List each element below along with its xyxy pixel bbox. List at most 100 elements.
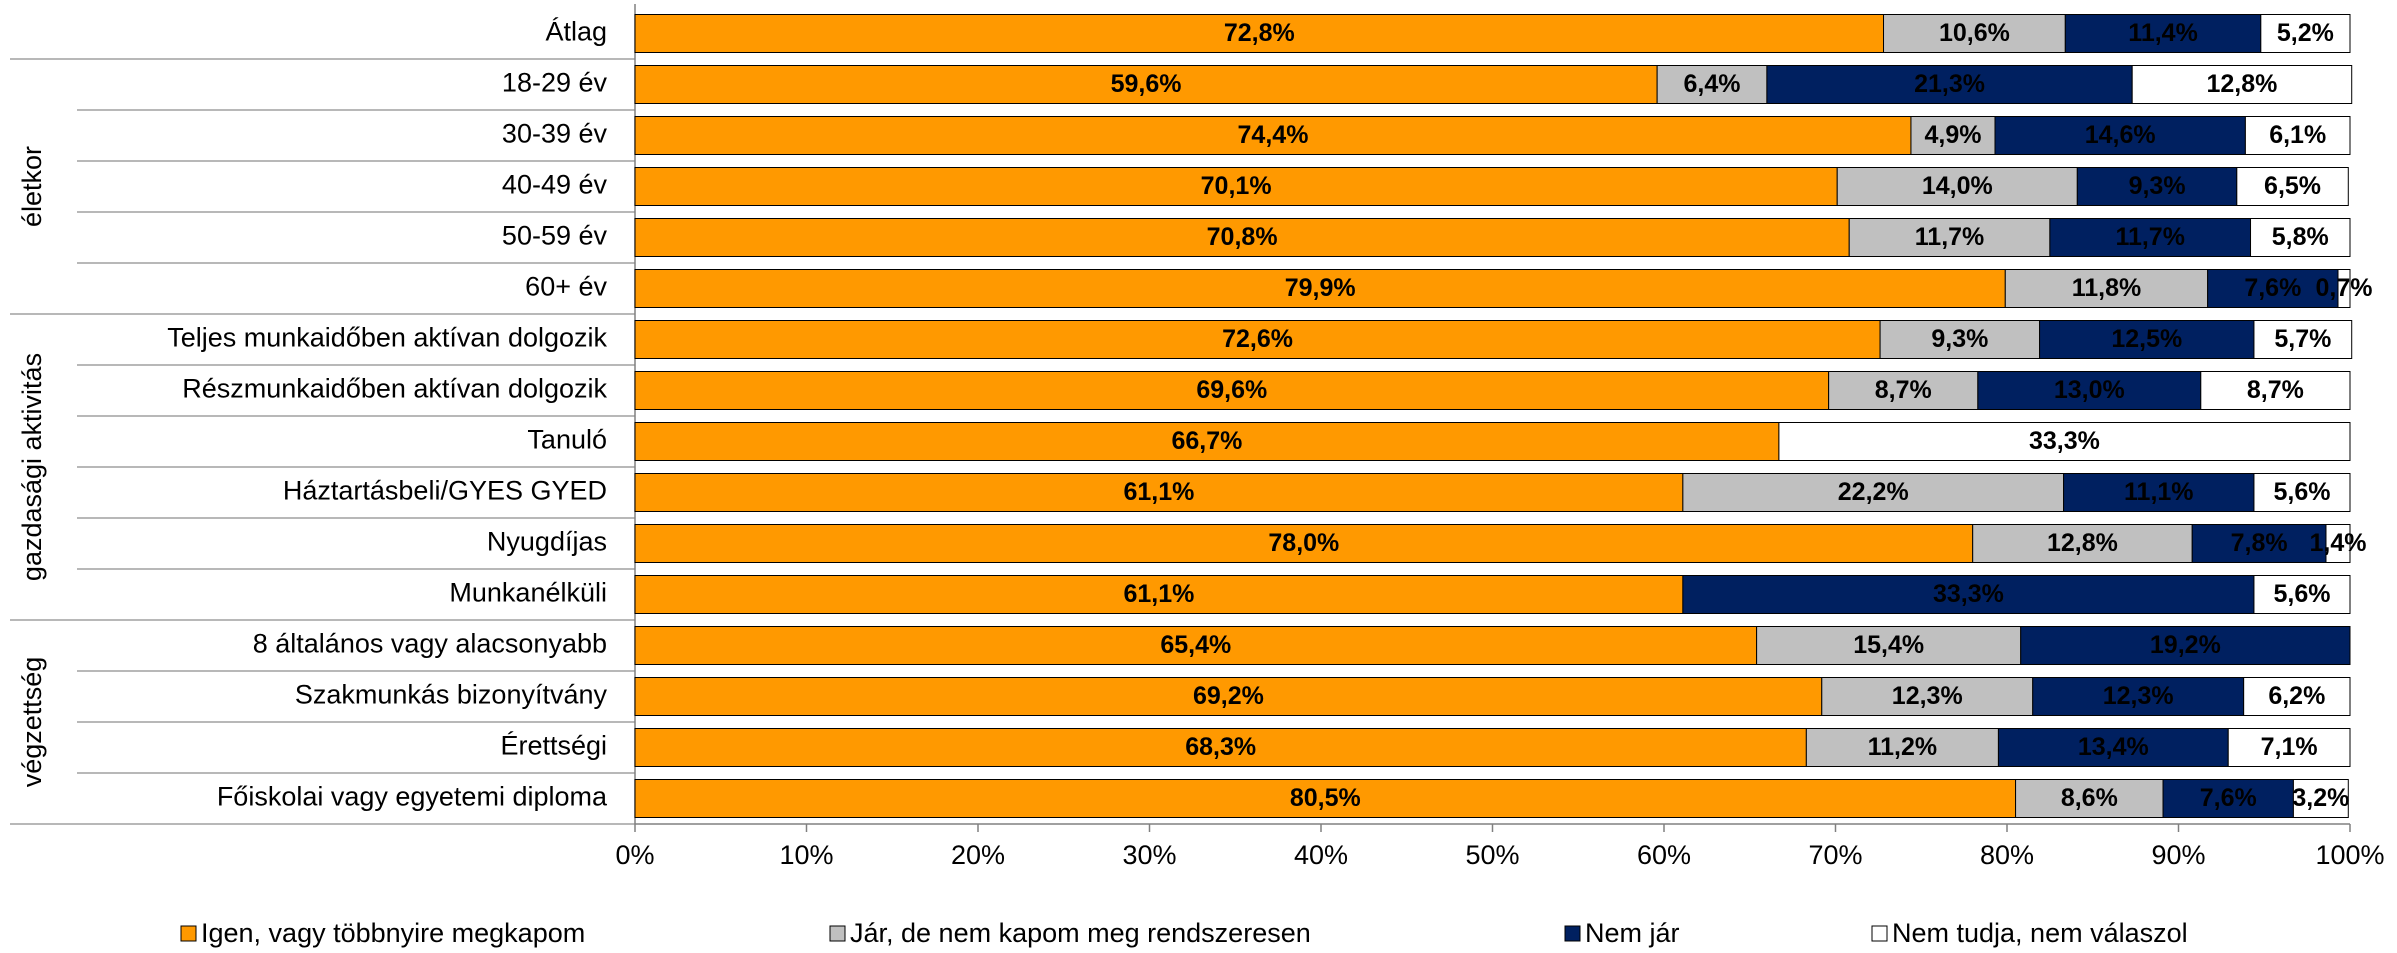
bar-segment: [2244, 116, 2351, 155]
bar-segment: [2063, 473, 2255, 512]
bar-segment: [634, 422, 1780, 461]
bar-segment: [634, 677, 1823, 716]
bar-segment: [1972, 524, 2193, 563]
bar-segment: [2020, 626, 2351, 665]
bar-segment: [2260, 14, 2351, 53]
value-label: 33,3%: [1933, 580, 2004, 608]
value-label: 59,6%: [1111, 70, 1182, 98]
value-label: 68,3%: [1185, 733, 1256, 761]
legend-label: Nem tudja, nem válaszol: [1892, 918, 2188, 948]
bar-segment: [1994, 116, 2246, 155]
bar-segment: [2236, 167, 2349, 206]
value-label: 21,3%: [1914, 70, 1985, 98]
value-label: 65,4%: [1160, 631, 1231, 659]
category-label: Érettségi: [500, 731, 607, 761]
bar-segment: [634, 626, 1758, 665]
bar-segment: [2337, 269, 2351, 308]
value-label: 6,2%: [2268, 682, 2325, 710]
value-label: 66,7%: [1172, 427, 1243, 455]
category-label: 30-39 év: [502, 119, 608, 149]
value-label: 12,8%: [2207, 70, 2278, 98]
bar-segment: [2064, 14, 2262, 53]
bar-segment: [2131, 65, 2353, 104]
bar-segment: [634, 65, 1658, 104]
value-label: 11,1%: [2124, 478, 2194, 506]
bar-segment: [2227, 728, 2351, 767]
x-tick-label: 20%: [951, 840, 1005, 870]
x-tick-label: 50%: [1465, 840, 1519, 870]
bar-segment: [2292, 779, 2349, 818]
value-label: 12,8%: [2047, 529, 2118, 557]
value-label: 13,4%: [2078, 733, 2149, 761]
value-label: 6,1%: [2269, 121, 2326, 149]
value-label: 8,6%: [2061, 784, 2118, 812]
value-label: 7,6%: [2200, 784, 2257, 812]
x-tick-label: 100%: [2315, 840, 2384, 870]
legend-swatch: [829, 925, 846, 942]
value-label: 11,7%: [1915, 223, 1985, 251]
value-label: 33,3%: [2029, 427, 2100, 455]
category-label: 8 általános vagy alacsonyabb: [253, 629, 607, 659]
category-label: Főiskolai vagy egyetemi diploma: [217, 782, 608, 812]
value-label: 72,6%: [1222, 325, 1293, 353]
x-tick-label: 30%: [1122, 840, 1176, 870]
bar-segment: [1682, 473, 2065, 512]
value-label: 7,6%: [2244, 274, 2301, 302]
bar-segment: [2162, 779, 2294, 818]
category-label: Tanuló: [527, 425, 607, 455]
bar-segment: [634, 218, 1850, 257]
value-label: 78,0%: [1268, 529, 1339, 557]
bar-segment: [2325, 524, 2351, 563]
bar-segment: [2200, 371, 2351, 410]
x-tick-label: 80%: [1980, 840, 2034, 870]
bar-segment: [1756, 626, 2022, 665]
bar-segment: [634, 320, 1881, 359]
x-tick-label: 70%: [1808, 840, 1862, 870]
value-label: 61,1%: [1123, 580, 1194, 608]
value-label: 5,6%: [2273, 580, 2330, 608]
bar-segment: [634, 728, 1807, 767]
bar-segment: [2250, 218, 2351, 257]
legend-label: Jár, de nem kapom meg rendszeresen: [850, 918, 1311, 948]
bar-segment: [1977, 371, 2202, 410]
bar-segment: [1910, 116, 1996, 155]
value-label: 19,2%: [2150, 631, 2221, 659]
value-label: 80,5%: [1290, 784, 1361, 812]
bar-segment: [634, 371, 1830, 410]
legend-label: Nem jár: [1585, 918, 1680, 948]
category-label: Munkanélküli: [449, 578, 607, 608]
legend-swatch: [1871, 925, 1888, 942]
value-label: 1,4%: [2310, 529, 2367, 557]
category-label: Szakmunkás bizonyítvány: [295, 680, 608, 710]
value-label: 9,3%: [1931, 325, 1988, 353]
value-label: 12,3%: [2103, 682, 2174, 710]
value-label: 10,6%: [1939, 19, 2010, 47]
bar-segment: [634, 14, 1885, 53]
x-tick-label: 60%: [1637, 840, 1691, 870]
value-label: 70,8%: [1207, 223, 1278, 251]
value-label: 7,8%: [2231, 529, 2288, 557]
bar-segment: [1848, 218, 2051, 257]
legend-swatch: [1564, 925, 1581, 942]
x-tick-label: 40%: [1294, 840, 1348, 870]
x-tick-label: 90%: [2151, 840, 2205, 870]
value-label: 15,4%: [1853, 631, 1924, 659]
category-label: Teljes munkaidőben aktívan dolgozik: [167, 323, 607, 353]
value-label: 8,7%: [1875, 376, 1932, 404]
value-label: 70,1%: [1201, 172, 1272, 200]
bar-segment: [1778, 422, 2351, 461]
bar-segment: [2049, 218, 2252, 257]
value-label: 22,2%: [1838, 478, 1909, 506]
bar-segment: [1828, 371, 1979, 410]
category-label: 50-59 év: [502, 221, 608, 251]
bar-segment: [2191, 524, 2327, 563]
category-label: Részmunkaidőben aktívan dolgozik: [182, 374, 607, 404]
value-label: 13,0%: [2054, 376, 2125, 404]
legend-swatch: [180, 925, 197, 942]
category-label: Átlag: [545, 17, 607, 47]
value-label: 6,4%: [1684, 70, 1741, 98]
x-tick-label: 10%: [779, 840, 833, 870]
group-label: gazdasági aktivitás: [17, 353, 47, 581]
group-label: végzettség: [17, 657, 47, 788]
